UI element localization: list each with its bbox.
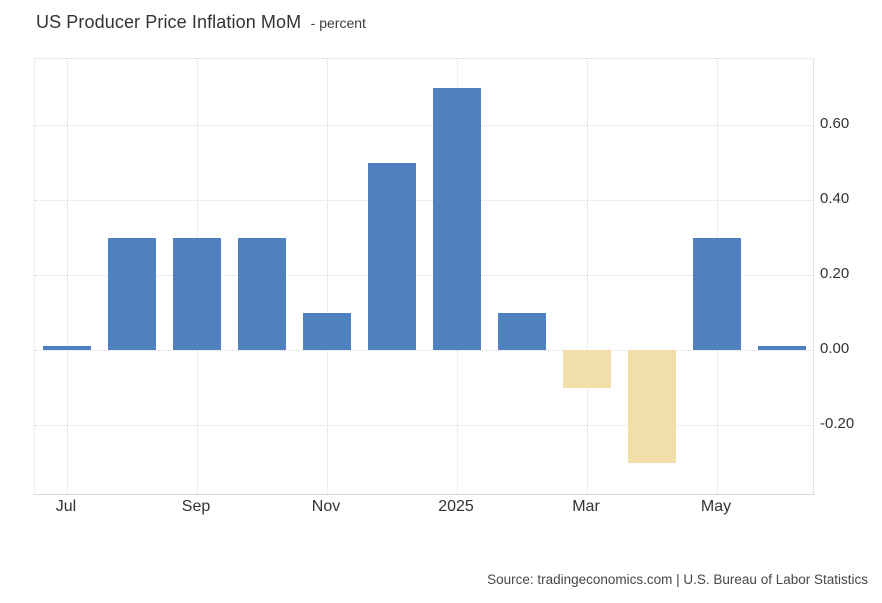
horizontal-gridline	[35, 350, 813, 351]
y-axis-tick-label: 0.40	[820, 190, 850, 207]
x-axis-tick-label: May	[700, 498, 732, 515]
x-axis-tick-label: Mar	[572, 498, 600, 515]
x-axis-tick-label: Nov	[311, 498, 341, 515]
bar[interactable]	[563, 350, 611, 388]
x-axis-tick-label: 2025	[438, 498, 474, 515]
chart-header: US Producer Price Inflation MoM - percen…	[36, 12, 366, 33]
horizontal-gridline	[35, 200, 813, 201]
y-axis-tick-label: 0.60	[820, 115, 850, 132]
horizontal-gridline	[35, 125, 813, 126]
bar[interactable]	[758, 346, 806, 350]
bar[interactable]	[433, 87, 481, 350]
x-axis-tick-label: Jul	[55, 498, 77, 515]
source-attribution: Source: tradingeconomics.com | U.S. Bure…	[487, 572, 868, 587]
vertical-gridline	[327, 59, 328, 494]
bar[interactable]	[173, 237, 221, 350]
x-axis: Jul Sep Nov 2025 Mar May	[0, 498, 882, 522]
bar[interactable]	[368, 162, 416, 350]
chart-unit-label: - percent	[310, 15, 366, 31]
bar[interactable]	[693, 237, 741, 350]
bar[interactable]	[108, 237, 156, 350]
x-axis-tick-label: Sep	[181, 498, 211, 515]
bar[interactable]	[628, 350, 676, 463]
horizontal-gridline	[35, 275, 813, 276]
chart-title: US Producer Price Inflation MoM	[36, 12, 302, 32]
y-axis: 0.60 0.40 0.20 0.00 -0.20	[820, 0, 880, 603]
y-axis-tick-label: 0.00	[820, 340, 850, 357]
plot-area	[34, 58, 814, 495]
vertical-gridline	[587, 59, 588, 494]
vertical-gridline	[67, 59, 68, 494]
bar[interactable]	[43, 346, 91, 350]
y-axis-tick-label: -0.20	[820, 415, 855, 432]
bar[interactable]	[303, 312, 351, 350]
y-axis-tick-label: 0.20	[820, 265, 850, 282]
bar[interactable]	[498, 312, 546, 350]
bar[interactable]	[238, 237, 286, 350]
horizontal-gridline	[35, 425, 813, 426]
